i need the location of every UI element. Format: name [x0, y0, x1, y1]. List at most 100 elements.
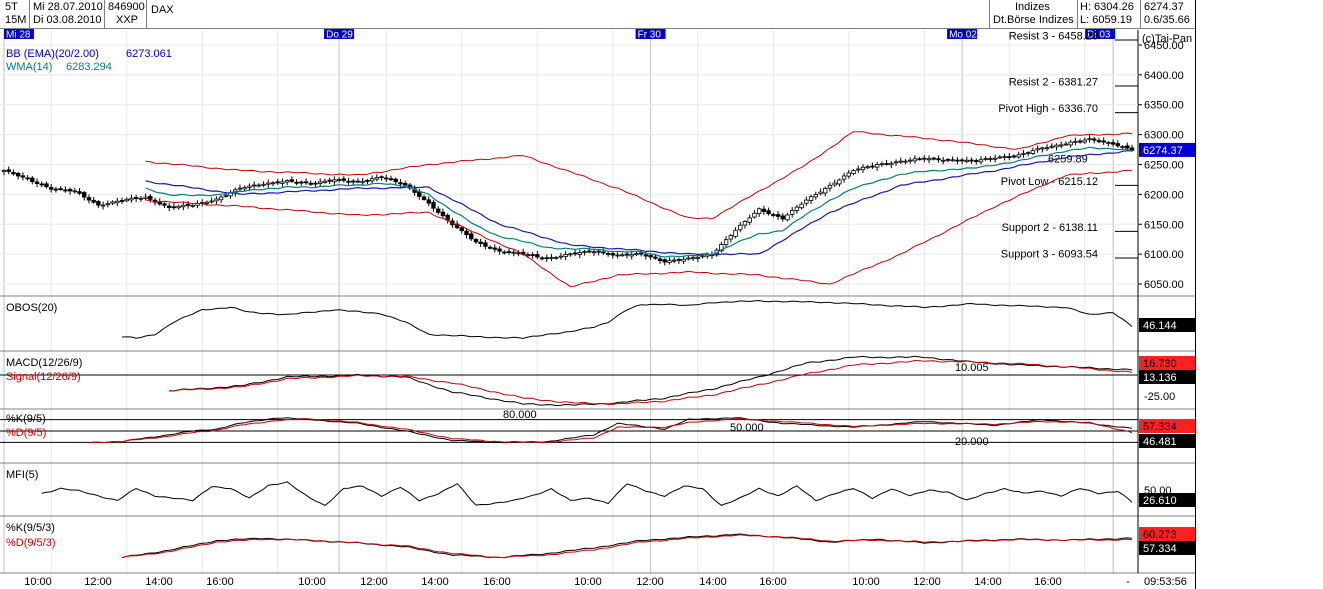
candle-body — [105, 203, 111, 206]
candle-body — [851, 170, 856, 174]
candle-body — [808, 196, 814, 201]
candle-body — [629, 253, 634, 257]
stoch-d-value-box — [1139, 434, 1195, 448]
candle-body — [284, 180, 290, 183]
candle-body — [733, 229, 738, 237]
candle-body — [1059, 144, 1064, 147]
pivot-level-label: 6259.89 — [1048, 154, 1088, 166]
candle-body — [596, 250, 601, 253]
candle-body — [978, 159, 984, 163]
wma-legend-label: WMA(14) — [6, 61, 52, 73]
last-price: 6274.37 — [1144, 1, 1184, 13]
slow-d-title: %D(9/5/3) — [6, 537, 56, 549]
candle-body — [242, 187, 247, 190]
candle-body — [1106, 142, 1111, 144]
time-label: 16:00 — [206, 576, 234, 588]
candle-body — [365, 180, 370, 182]
candle-body — [30, 177, 35, 183]
candle-body — [294, 181, 299, 184]
candle-body — [898, 160, 903, 163]
candle-body — [133, 197, 139, 199]
candle-body — [1011, 155, 1017, 158]
candle-body — [558, 255, 564, 258]
candle-body — [332, 179, 337, 183]
candle-body — [676, 259, 682, 261]
stoch-k-title: %K(9/5) — [6, 413, 46, 425]
candle-body — [82, 192, 87, 198]
candle-body — [421, 196, 427, 200]
last-price-label-box — [1139, 142, 1195, 157]
candle-body — [261, 183, 266, 186]
candle-body — [827, 184, 833, 189]
price-tick-label: 6400.00 — [1144, 70, 1184, 82]
candle-body — [879, 163, 885, 166]
candle-body — [959, 159, 965, 162]
candle-body — [393, 178, 398, 183]
candle-body — [832, 182, 837, 186]
header-bar: 5T 15M Mi 28.07.2010 Di 03.08.2010 84690… — [0, 0, 1195, 29]
candle-body — [459, 227, 465, 231]
macd-tick-label: -25.00 — [1144, 391, 1175, 403]
candle-body — [690, 257, 696, 260]
candle-body — [728, 235, 734, 240]
candle-body — [119, 200, 125, 202]
candle-body — [723, 239, 729, 245]
price-tick-label: 6250.00 — [1144, 159, 1184, 171]
candle-body — [502, 251, 507, 254]
candle-body — [308, 182, 313, 185]
candle-body — [780, 215, 785, 220]
time-label: 12:00 — [913, 576, 941, 588]
candle-body — [384, 177, 389, 180]
candle-body — [48, 187, 54, 190]
candle-body — [1, 170, 7, 173]
candle-body — [785, 214, 790, 221]
candle-body — [360, 180, 365, 183]
candle-body — [1030, 150, 1036, 154]
candle-body — [719, 244, 724, 252]
candle-body — [96, 200, 101, 206]
slow-k-value-box — [1139, 527, 1195, 541]
date-to: Di 03.08.2010 — [33, 14, 102, 26]
candle-body — [667, 260, 672, 264]
candle-body — [964, 159, 970, 162]
chart-area: Mi 28 Do 29 Fr 30 Mo 02 Di 03 6450.00 6400.00 6… — [0, 29, 1195, 588]
candle-body — [34, 181, 40, 184]
time-label: 12:00 — [84, 576, 112, 588]
candle-body — [256, 184, 262, 187]
macd-value-box — [1139, 356, 1195, 370]
candle-body — [11, 172, 16, 175]
pivot-level-label: Resist 2 - 6381.27 — [1009, 77, 1098, 89]
bb-lower-line — [145, 169, 1133, 288]
candle-body — [454, 223, 460, 229]
candle-body — [789, 210, 795, 215]
candle-body — [1110, 142, 1116, 145]
slow-k-title: %K(9/5/3) — [6, 522, 55, 534]
candle-body — [634, 253, 639, 255]
candle-body — [506, 251, 512, 254]
candle-body — [903, 160, 908, 163]
instrument-name: DAX — [151, 4, 174, 16]
time-label: 14:00 — [974, 576, 1002, 588]
candle-body — [657, 258, 663, 261]
code: 846900 — [108, 1, 145, 13]
candle-body — [539, 257, 545, 260]
candle-body — [483, 242, 488, 247]
candle-body — [1115, 143, 1121, 147]
candle-body — [379, 176, 384, 179]
candle-body — [1049, 145, 1054, 148]
candle-body — [1096, 140, 1102, 143]
candle-body — [931, 157, 936, 160]
candle-body — [917, 158, 922, 161]
price-tick-label: 6450.00 — [1144, 40, 1184, 52]
candle-body — [554, 256, 559, 259]
macd-title: MACD(12/26/9) — [6, 357, 82, 369]
candle-body — [6, 169, 11, 172]
candle-body — [20, 175, 26, 178]
candle-body — [374, 177, 380, 180]
day-label-box — [1085, 29, 1116, 39]
day-label: Mo 02 — [949, 30, 977, 41]
macd-value: 16.730 — [1143, 358, 1177, 370]
obos-line — [121, 299, 1133, 339]
signal-value-box — [1139, 370, 1195, 384]
candle-body — [511, 251, 516, 254]
